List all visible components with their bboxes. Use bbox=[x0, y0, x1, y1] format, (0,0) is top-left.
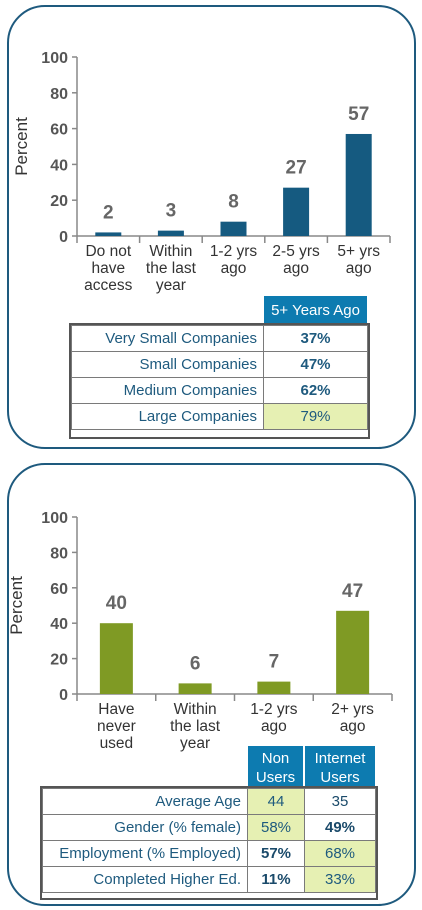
table2-header-internet-users: Internet Users bbox=[304, 745, 376, 789]
x-category-label: ago bbox=[221, 260, 247, 277]
data-label: 40 bbox=[106, 593, 127, 614]
row-label: Completed Higher Ed. bbox=[42, 866, 248, 893]
bar bbox=[99, 623, 133, 694]
y-tick-label: 20 bbox=[50, 193, 68, 210]
table-row: Medium Companies 62% bbox=[71, 377, 368, 404]
table-row: Very Small Companies 37% bbox=[71, 325, 368, 352]
x-category-label: never bbox=[97, 718, 136, 735]
row-value: 47% bbox=[263, 351, 368, 378]
x-category-label: Have bbox=[98, 701, 134, 718]
data-label: 8 bbox=[228, 192, 239, 213]
table-row: Employment (% Employed) 57% 68% bbox=[42, 840, 376, 867]
table1-frame bbox=[69, 323, 370, 439]
y-tick-label: 60 bbox=[50, 122, 68, 139]
row-label: Small Companies bbox=[71, 351, 264, 378]
x-category-label: access bbox=[84, 277, 132, 294]
table-row: Gender (% female) 58% 49% bbox=[42, 814, 376, 841]
row-value-internet: 35 bbox=[304, 788, 376, 815]
y-tick-label: 80 bbox=[50, 545, 68, 562]
data-label: 6 bbox=[190, 653, 201, 674]
x-category-label: Within bbox=[149, 243, 192, 260]
y-tick-label: 100 bbox=[41, 510, 68, 527]
table-row: Average Age 44 35 bbox=[42, 788, 376, 815]
data-label: 57 bbox=[348, 104, 369, 125]
data-label: 3 bbox=[166, 201, 177, 222]
row-value: 79% bbox=[263, 403, 368, 430]
x-category-label: Within bbox=[174, 701, 217, 718]
y-tick-label: 100 bbox=[41, 50, 68, 67]
y-tick-label: 60 bbox=[50, 581, 68, 598]
bar bbox=[283, 187, 310, 236]
x-category-label: used bbox=[100, 735, 134, 752]
table1: Very Small Companies 37% Small Companies… bbox=[71, 325, 368, 430]
table1-header: 5+ Years Ago bbox=[263, 295, 368, 325]
x-category-label: ago bbox=[346, 260, 372, 277]
table2: Average Age 44 35 Gender (% female) 58% … bbox=[42, 788, 376, 893]
x-category-label: the last bbox=[146, 260, 197, 277]
x-category-label: 1-2 yrs bbox=[250, 701, 298, 718]
row-value: 37% bbox=[263, 325, 368, 352]
table-row: Large Companies 79% bbox=[71, 403, 368, 430]
bar bbox=[345, 133, 372, 236]
row-label: Medium Companies bbox=[71, 377, 264, 404]
bar bbox=[220, 221, 247, 236]
y-tick-label: 20 bbox=[50, 652, 68, 669]
row-value-non: 58% bbox=[247, 814, 305, 841]
x-category-label: 5+ yrs bbox=[337, 243, 380, 260]
x-category-label: ago bbox=[261, 718, 287, 735]
row-label: Employment (% Employed) bbox=[42, 840, 248, 867]
y-tick-label: 0 bbox=[59, 687, 68, 704]
bar bbox=[336, 610, 370, 694]
y-tick-label: 40 bbox=[50, 157, 68, 174]
x-category-label: 2+ yrs bbox=[331, 701, 374, 718]
y-axis-label: Percent bbox=[12, 117, 31, 176]
data-label: 2 bbox=[103, 202, 114, 223]
row-value: 62% bbox=[263, 377, 368, 404]
x-category-label: ago bbox=[283, 260, 309, 277]
x-category-label: year bbox=[156, 277, 186, 294]
bar bbox=[178, 683, 212, 694]
bar bbox=[157, 230, 184, 236]
table2-header-non-users: Non Users bbox=[247, 745, 304, 789]
y-axis-label: Percent bbox=[7, 576, 26, 635]
table2-frame bbox=[40, 786, 378, 900]
row-value-internet: 49% bbox=[304, 814, 376, 841]
row-value-non: 11% bbox=[247, 866, 305, 893]
bar bbox=[95, 232, 122, 236]
row-value-non: 57% bbox=[247, 840, 305, 867]
row-value-non: 44 bbox=[247, 788, 305, 815]
row-label: Average Age bbox=[42, 788, 248, 815]
y-tick-label: 40 bbox=[50, 616, 68, 633]
y-tick-label: 0 bbox=[59, 229, 68, 246]
bar bbox=[257, 681, 291, 694]
x-category-label: the last bbox=[170, 718, 221, 735]
x-category-label: ago bbox=[340, 718, 366, 735]
row-label: Gender (% female) bbox=[42, 814, 248, 841]
data-label: 7 bbox=[269, 652, 280, 673]
row-value-internet: 68% bbox=[304, 840, 376, 867]
data-label: 27 bbox=[286, 158, 307, 179]
x-category-label: 2-5 yrs bbox=[272, 243, 320, 260]
table-row: Small Companies 47% bbox=[71, 351, 368, 378]
x-category-label: have bbox=[91, 260, 125, 277]
row-label: Very Small Companies bbox=[71, 325, 264, 352]
x-category-label: year bbox=[180, 735, 210, 752]
x-category-label: Do not bbox=[85, 243, 131, 260]
row-value-internet: 33% bbox=[304, 866, 376, 893]
data-label: 47 bbox=[342, 581, 363, 602]
row-label: Large Companies bbox=[71, 403, 264, 430]
y-tick-label: 80 bbox=[50, 86, 68, 103]
x-category-label: 1-2 yrs bbox=[210, 243, 258, 260]
table-row: Completed Higher Ed. 11% 33% bbox=[42, 866, 376, 893]
